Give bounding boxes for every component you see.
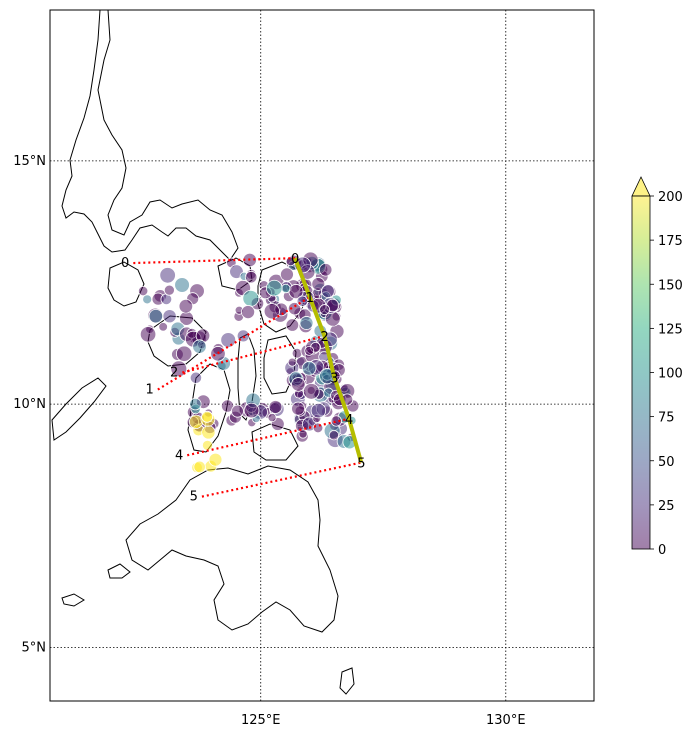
data-point <box>159 267 176 284</box>
data-point <box>281 283 291 294</box>
track-point-label: 4 <box>345 413 353 428</box>
data-point <box>291 347 303 359</box>
data-point <box>243 402 260 419</box>
data-point <box>192 339 207 354</box>
data-point <box>162 309 177 324</box>
colorbar-tick-label: 100 <box>658 367 683 382</box>
data-point <box>163 284 175 296</box>
data-point <box>291 401 306 416</box>
lon-tick-label: 130°E <box>486 713 526 728</box>
section-start-label: 5 <box>190 490 198 505</box>
data-point <box>244 270 258 284</box>
data-point <box>298 429 308 439</box>
data-points <box>138 251 360 474</box>
colorbar: 0 25 50 75 100 125 150 175 200 <box>631 176 683 558</box>
lat-tick-label: 10°N <box>13 397 46 412</box>
colorbar-tick-label: 125 <box>658 322 683 337</box>
colorbar-tick-label: 200 <box>658 190 683 205</box>
data-point <box>328 430 340 441</box>
data-point <box>291 377 306 392</box>
data-point <box>188 414 204 429</box>
data-point <box>287 357 297 367</box>
cross-section-line <box>201 461 362 498</box>
data-point <box>311 277 326 291</box>
data-point <box>267 413 277 423</box>
data-point <box>231 404 244 418</box>
data-point <box>263 303 280 320</box>
data-point <box>285 318 300 332</box>
data-point <box>310 402 327 419</box>
data-point <box>174 277 190 293</box>
colorbar-tick-label: 75 <box>658 411 675 426</box>
data-point <box>193 460 206 474</box>
cross-section-lines <box>133 257 362 498</box>
track-point-label: 0 <box>291 252 299 267</box>
data-point <box>312 422 324 434</box>
data-point <box>202 439 213 451</box>
data-point <box>189 371 203 384</box>
lat-tick-label: 15°N <box>13 154 46 169</box>
data-point <box>178 298 194 314</box>
colorbar-extend-arrow <box>631 176 651 197</box>
data-point <box>299 316 314 330</box>
data-point <box>175 345 193 362</box>
data-point <box>138 285 149 297</box>
section-start-label: 1 <box>146 383 154 398</box>
track-point-label: 1 <box>306 291 314 306</box>
data-point <box>241 305 256 319</box>
data-point <box>301 361 317 376</box>
data-point <box>139 326 157 343</box>
data-point <box>158 322 168 332</box>
data-point <box>189 397 202 411</box>
colorbar-tick-label: 150 <box>658 278 683 293</box>
data-point <box>303 383 320 400</box>
data-point <box>142 294 153 305</box>
cross-section-line <box>133 257 296 265</box>
data-point <box>304 345 315 356</box>
data-point <box>287 302 302 316</box>
lon-tick-label: 125°E <box>241 713 281 728</box>
track-point-label: 3 <box>330 371 338 386</box>
data-point <box>148 308 164 324</box>
section-start-label: 2 <box>170 366 178 381</box>
track-point-label: 5 <box>357 457 365 472</box>
map-frame <box>49 9 595 702</box>
data-point <box>208 452 223 467</box>
colorbar-tick-label: 25 <box>658 499 675 514</box>
data-point <box>201 425 216 440</box>
data-point <box>330 415 342 427</box>
colorbar-gradient <box>631 195 651 550</box>
data-point <box>321 284 335 298</box>
data-point <box>201 410 214 423</box>
colorbar-ticks: 0 25 50 75 100 125 150 175 200 <box>650 190 683 558</box>
lat-tick-label: 5°N <box>22 640 47 655</box>
colorbar-tick-label: 0 <box>658 543 666 558</box>
data-point <box>265 279 283 297</box>
data-point <box>220 332 237 348</box>
colorbar-tick-label: 175 <box>658 234 683 249</box>
track-polyline <box>293 257 364 464</box>
axis-tick-labels: 125°E 130°E 15°N 10°N 5°N <box>13 154 525 728</box>
data-point <box>318 263 333 277</box>
colorbar-tick-label: 50 <box>658 455 675 470</box>
data-point <box>280 267 294 282</box>
section-start-label: 4 <box>175 448 183 463</box>
marker-labels: 0 1 2 4 5 0 1 2 3 4 5 <box>121 252 365 504</box>
track-line <box>293 257 364 464</box>
section-start-label: 0 <box>121 256 129 271</box>
data-point <box>268 400 283 414</box>
data-point <box>319 304 331 316</box>
data-point <box>242 289 260 307</box>
track-point-label: 2 <box>320 330 328 345</box>
